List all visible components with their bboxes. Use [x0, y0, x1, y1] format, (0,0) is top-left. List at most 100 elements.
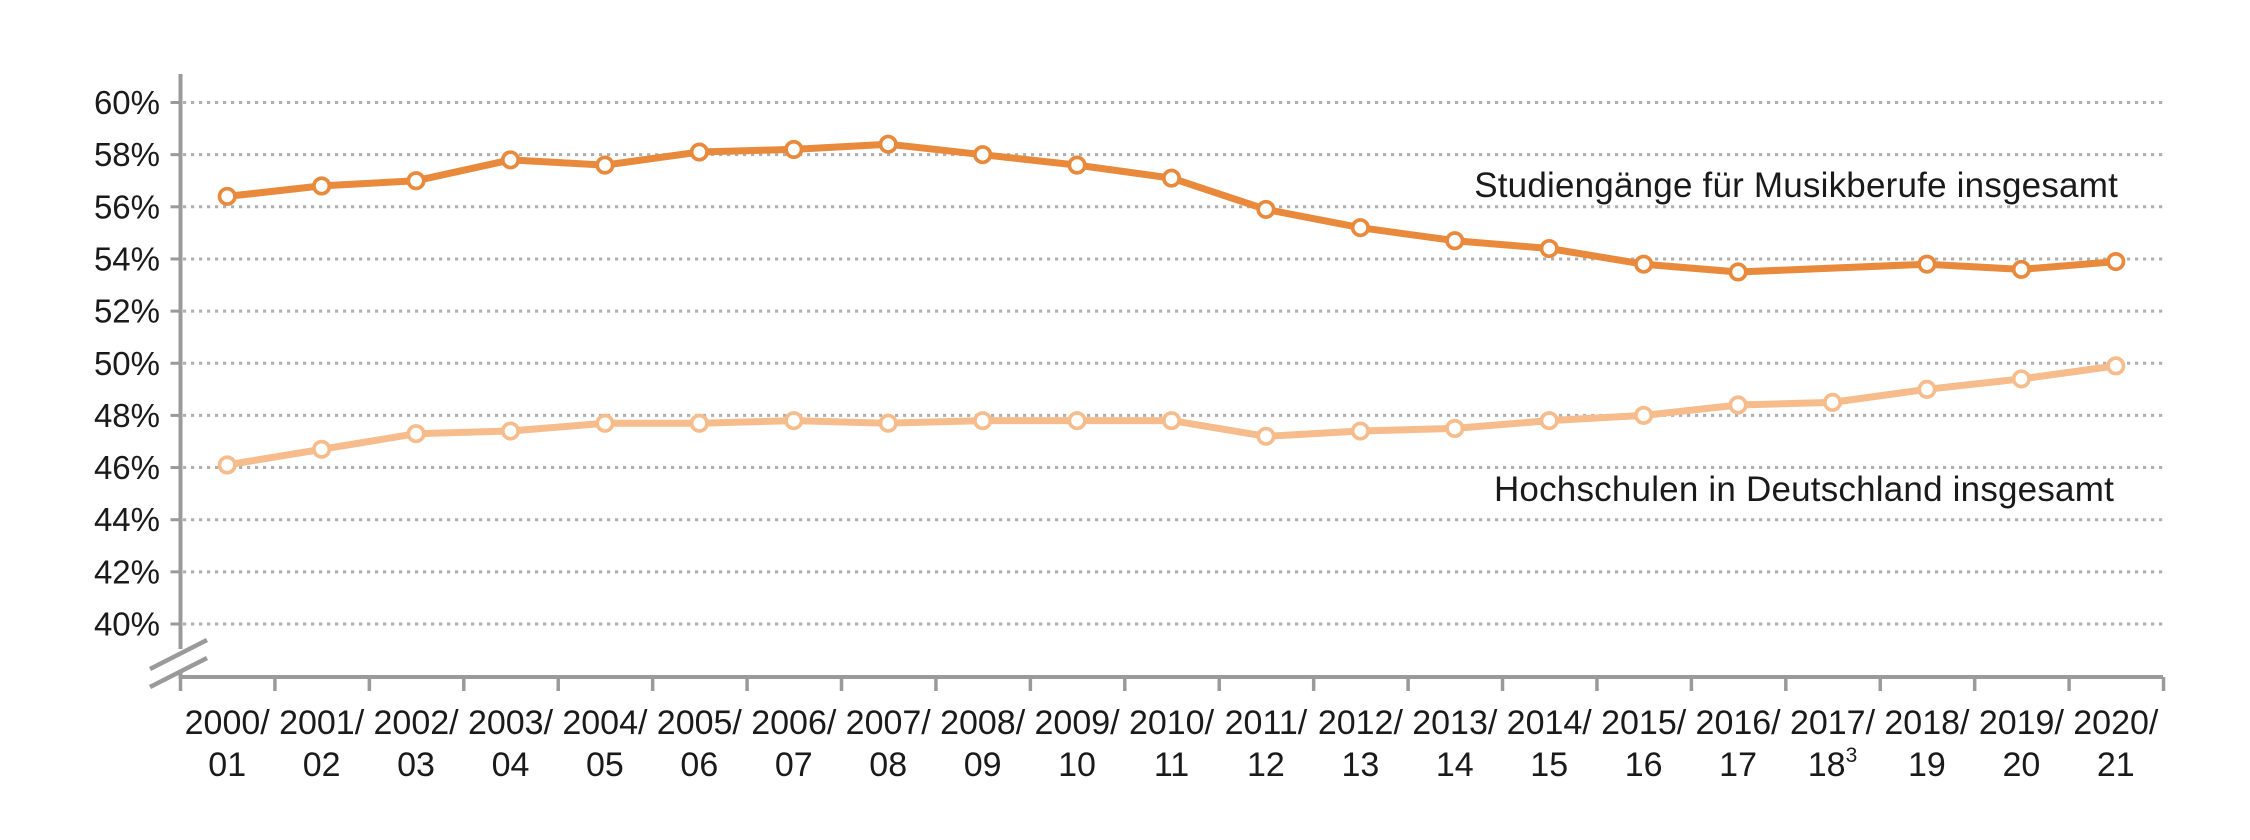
y-axis-label: 56% [94, 188, 160, 225]
x-axis-label-year2: 21 [2097, 746, 2135, 784]
data-point-marker [1539, 411, 1559, 431]
data-point-marker [1161, 411, 1182, 431]
x-axis-label-year: 2007/ [846, 704, 932, 742]
x-axis-label-year2: 13 [1341, 746, 1379, 784]
data-point-marker [2106, 356, 2126, 376]
axis-break-icon [148, 655, 209, 690]
data-point-marker [2011, 369, 2031, 389]
data-point-marker [2106, 252, 2126, 272]
x-axis-label-year2: 04 [492, 746, 530, 784]
data-point-marker [1917, 379, 1937, 399]
data-point-marker [1634, 254, 1654, 274]
data-point-marker [312, 439, 332, 459]
data-point-marker [689, 413, 709, 433]
x-axis-label-year: 2018/ [1884, 704, 1970, 742]
data-point-marker [1445, 418, 1465, 438]
x-axis-labels: 2000/01 2001/02 2002/03 2003/04 2004/05 2005/… [185, 704, 2159, 784]
data-point-marker [1256, 426, 1276, 446]
x-axis-label-year: 2004/ [562, 704, 648, 742]
x-axis-label-year2: 09 [964, 746, 1002, 784]
data-point-marker [500, 421, 521, 441]
data-point-marker [1067, 411, 1087, 431]
data-point-marker [1256, 199, 1276, 219]
y-axis-label: 52% [94, 293, 160, 330]
data-point-marker [1917, 254, 1937, 274]
data-point-marker [217, 186, 237, 206]
data-point-marker [878, 413, 898, 433]
x-axis-label-year: 2012/ [1318, 704, 1404, 742]
x-axis-label-year2: 16 [1625, 746, 1663, 784]
y-axis-label: 60% [94, 84, 160, 121]
data-point-marker [1728, 395, 1748, 415]
series-label-musikberufe: Studiengänge für Musikberufe insgesamt [1474, 166, 2118, 205]
series-label-hochschulen: Hochschulen in Deutschland insgesamt [1493, 470, 2114, 509]
data-point-marker [1822, 392, 1843, 412]
data-point-marker [500, 150, 521, 170]
data-point-marker [406, 424, 426, 444]
x-axis-label-year2: 17 [1719, 746, 1757, 784]
data-point-marker [406, 171, 426, 191]
hochschulen-series [217, 356, 2126, 475]
x-axis-label-year2: 12 [1247, 746, 1285, 784]
data-point-marker [1161, 168, 1182, 188]
y-axis-label: 42% [94, 553, 160, 590]
x-axis-label-year2: 183 [1808, 744, 1858, 784]
data-point-marker [1728, 262, 1748, 282]
y-axis-label: 54% [94, 240, 160, 277]
x-axis-label-year2: 03 [397, 746, 435, 784]
data-point-marker [1067, 155, 1087, 175]
data-point-marker [689, 142, 709, 162]
data-point-marker [1445, 231, 1465, 251]
data-point-marker [1539, 238, 1559, 259]
x-axis-label-year: 2017/ [1790, 704, 1876, 742]
y-axis-label: 50% [94, 345, 160, 382]
gridlines [170, 101, 2163, 626]
x-axis-label-year: 2016/ [1696, 704, 1782, 742]
x-axis-label-year: 2011/ [1225, 704, 1308, 742]
y-axis-label: 40% [94, 606, 160, 643]
x-axis-label-year2: 06 [680, 746, 718, 784]
x-axis-label-year: 2006/ [751, 704, 837, 742]
x-axis-label-year2: 14 [1436, 746, 1474, 784]
data-point-marker [2011, 259, 2031, 279]
x-axis-label-year: 2014/ [1507, 704, 1593, 742]
y-axis-label: 48% [94, 397, 160, 434]
x-axis-label-year: 2009/ [1035, 704, 1121, 742]
data-point-marker [1350, 421, 1370, 441]
x-axis-label-year2: 20 [2002, 746, 2040, 784]
x-axis-label-year: 2005/ [657, 704, 743, 742]
y-axis-label: 58% [94, 136, 160, 173]
y-axis-labels: 60% 58% 56% 54% 52% 50% 48% 46% 44% 42% 40% [94, 84, 160, 643]
x-axis-label-year2: 07 [775, 746, 813, 784]
data-point-marker [595, 155, 615, 175]
data-point-marker [595, 413, 615, 433]
x-axis-label-year2: 02 [303, 746, 341, 784]
x-axis-label-year: 2010/ [1129, 704, 1215, 742]
x-axis-label-year: 2003/ [468, 704, 554, 742]
x-axis-label-year: 2015/ [1601, 704, 1687, 742]
data-point-marker [784, 411, 804, 431]
x-axis-label-year2: 05 [586, 746, 624, 784]
data-point-marker [784, 139, 804, 159]
data-point-marker [217, 455, 237, 475]
footnote-marker: 3 [1846, 744, 1858, 767]
data-point-marker [312, 176, 332, 196]
x-axis-label-year: 2013/ [1412, 704, 1498, 742]
data-point-marker [1350, 218, 1370, 238]
x-axis-label-year: 2002/ [374, 704, 460, 742]
x-axis-label-year: 2001/ [279, 704, 365, 742]
data-point-marker [973, 145, 993, 165]
y-axis-label: 46% [94, 449, 160, 486]
series-line [223, 140, 2120, 276]
x-axis-label-year2: 15 [1530, 746, 1568, 784]
x-axis-label-year2: 01 [208, 746, 246, 784]
x-axis-label-year: 2020/ [2073, 704, 2159, 742]
x-axis-label-year2: 10 [1058, 746, 1096, 784]
x-axis-label-year: 2000/ [185, 704, 271, 742]
data-point-marker [878, 134, 898, 154]
x-axis-label-year2: 19 [1908, 746, 1946, 784]
x-axis-label-year2: 11 [1154, 746, 1189, 784]
data-point-marker [1634, 405, 1654, 425]
